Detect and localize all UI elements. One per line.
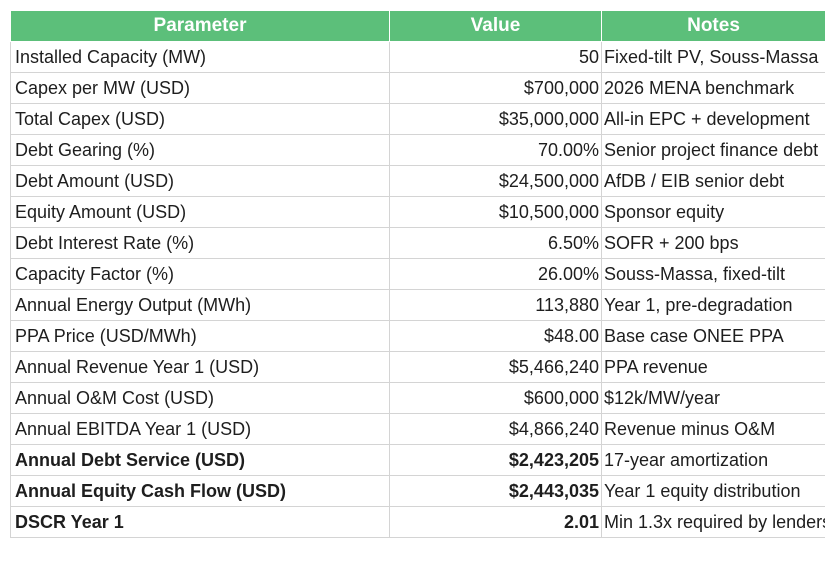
header-parameter[interactable]: Parameter (10, 10, 390, 42)
table-row: Annual Debt Service (USD) $2,423,205 17-ye… (10, 444, 825, 476)
table-row: Capex per MW (USD) $700,000 2026 MENA benc… (10, 72, 825, 104)
spreadsheet-table-container: Parameter Value Notes Installed Capacity… (10, 10, 825, 538)
parameter-cell[interactable]: Debt Interest Rate (%) (10, 227, 390, 259)
parameter-cell[interactable]: Capex per MW (USD) (10, 72, 390, 104)
notes-cell[interactable]: Senior project finance debt (601, 134, 825, 166)
table-row: Annual Revenue Year 1 (USD) $5,466,240 PPA… (10, 351, 825, 383)
table-row: Debt Gearing (%) 70.00% Senior project fin… (10, 134, 825, 166)
parameter-cell[interactable]: Annual EBITDA Year 1 (USD) (10, 413, 390, 445)
table-row: Equity Amount (USD) $10,500,000 Sponsor eq… (10, 196, 825, 228)
table-row: Debt Interest Rate (%) 6.50% SOFR + 200 bp… (10, 227, 825, 259)
table-row: Annual Energy Output (MWh) 113,880 Year 1,… (10, 289, 825, 321)
notes-cell[interactable]: 2026 MENA benchmark (601, 72, 825, 104)
notes-cell[interactable]: Min 1.3x required by lenders (601, 506, 825, 538)
table-row: Annual EBITDA Year 1 (USD) $4,866,240 Reve… (10, 413, 825, 445)
parameter-cell[interactable]: Total Capex (USD) (10, 103, 390, 135)
value-cell[interactable]: 6.50% (389, 227, 602, 259)
parameter-cell[interactable]: Capacity Factor (%) (10, 258, 390, 290)
value-cell[interactable]: $2,443,035 (389, 475, 602, 507)
notes-cell[interactable]: Souss-Massa, fixed-tilt (601, 258, 825, 290)
parameter-cell[interactable]: Annual Debt Service (USD) (10, 444, 390, 476)
table-row: Capacity Factor (%) 26.00% Souss-Massa, fi… (10, 258, 825, 290)
value-cell[interactable]: $35,000,000 (389, 103, 602, 135)
notes-cell[interactable]: 17-year amortization (601, 444, 825, 476)
notes-cell[interactable]: Sponsor equity (601, 196, 825, 228)
notes-cell[interactable]: $12k/MW/year (601, 382, 825, 414)
parameter-cell[interactable]: Installed Capacity (MW) (10, 41, 390, 73)
notes-cell[interactable]: AfDB / EIB senior debt (601, 165, 825, 197)
value-cell[interactable]: 70.00% (389, 134, 602, 166)
table-body: Installed Capacity (MW) 50 Fixed-tilt PV, … (10, 41, 825, 538)
value-cell[interactable]: $700,000 (389, 72, 602, 104)
notes-cell[interactable]: Base case ONEE PPA (601, 320, 825, 352)
notes-cell[interactable]: Year 1, pre-degradation (601, 289, 825, 321)
value-cell[interactable]: $4,866,240 (389, 413, 602, 445)
value-cell[interactable]: $10,500,000 (389, 196, 602, 228)
value-cell[interactable]: $5,466,240 (389, 351, 602, 383)
table-row: Installed Capacity (MW) 50 Fixed-tilt PV, … (10, 41, 825, 73)
value-cell[interactable]: $24,500,000 (389, 165, 602, 197)
table-row: Annual O&M Cost (USD) $600,000 $12k/MW/yea… (10, 382, 825, 414)
value-cell[interactable]: 113,880 (389, 289, 602, 321)
parameter-cell[interactable]: DSCR Year 1 (10, 506, 390, 538)
parameter-cell[interactable]: Debt Gearing (%) (10, 134, 390, 166)
notes-cell[interactable]: SOFR + 200 bps (601, 227, 825, 259)
parameter-cell[interactable]: Annual Energy Output (MWh) (10, 289, 390, 321)
parameter-cell[interactable]: Equity Amount (USD) (10, 196, 390, 228)
notes-cell[interactable]: All-in EPC + development (601, 103, 825, 135)
value-cell[interactable]: $48.00 (389, 320, 602, 352)
value-cell[interactable]: $2,423,205 (389, 444, 602, 476)
parameter-cell[interactable]: Annual Equity Cash Flow (USD) (10, 475, 390, 507)
table-row: Annual Equity Cash Flow (USD) $2,443,035 Y… (10, 475, 825, 507)
table-row: PPA Price (USD/MWh) $48.00 Base case ONEE … (10, 320, 825, 352)
table-header-row: Parameter Value Notes (10, 10, 825, 42)
parameter-cell[interactable]: Annual O&M Cost (USD) (10, 382, 390, 414)
notes-cell[interactable]: Fixed-tilt PV, Souss-Massa (601, 41, 825, 73)
notes-cell[interactable]: Revenue minus O&M (601, 413, 825, 445)
table-row: Total Capex (USD) $35,000,000 All-in EPC +… (10, 103, 825, 135)
parameter-cell[interactable]: Debt Amount (USD) (10, 165, 390, 197)
value-cell[interactable]: 26.00% (389, 258, 602, 290)
notes-cell[interactable]: Year 1 equity distribution (601, 475, 825, 507)
value-cell[interactable]: $600,000 (389, 382, 602, 414)
value-cell[interactable]: 50 (389, 41, 602, 73)
parameters-table: Parameter Value Notes Installed Capacity… (10, 10, 825, 538)
value-cell[interactable]: 2.01 (389, 506, 602, 538)
header-value[interactable]: Value (389, 10, 602, 42)
parameter-cell[interactable]: PPA Price (USD/MWh) (10, 320, 390, 352)
parameter-cell[interactable]: Annual Revenue Year 1 (USD) (10, 351, 390, 383)
header-notes[interactable]: Notes (601, 10, 825, 42)
table-row: Debt Amount (USD) $24,500,000 AfDB / EIB s… (10, 165, 825, 197)
notes-cell[interactable]: PPA revenue (601, 351, 825, 383)
table-row: DSCR Year 1 2.01 Min 1.3x required by lend… (10, 506, 825, 538)
